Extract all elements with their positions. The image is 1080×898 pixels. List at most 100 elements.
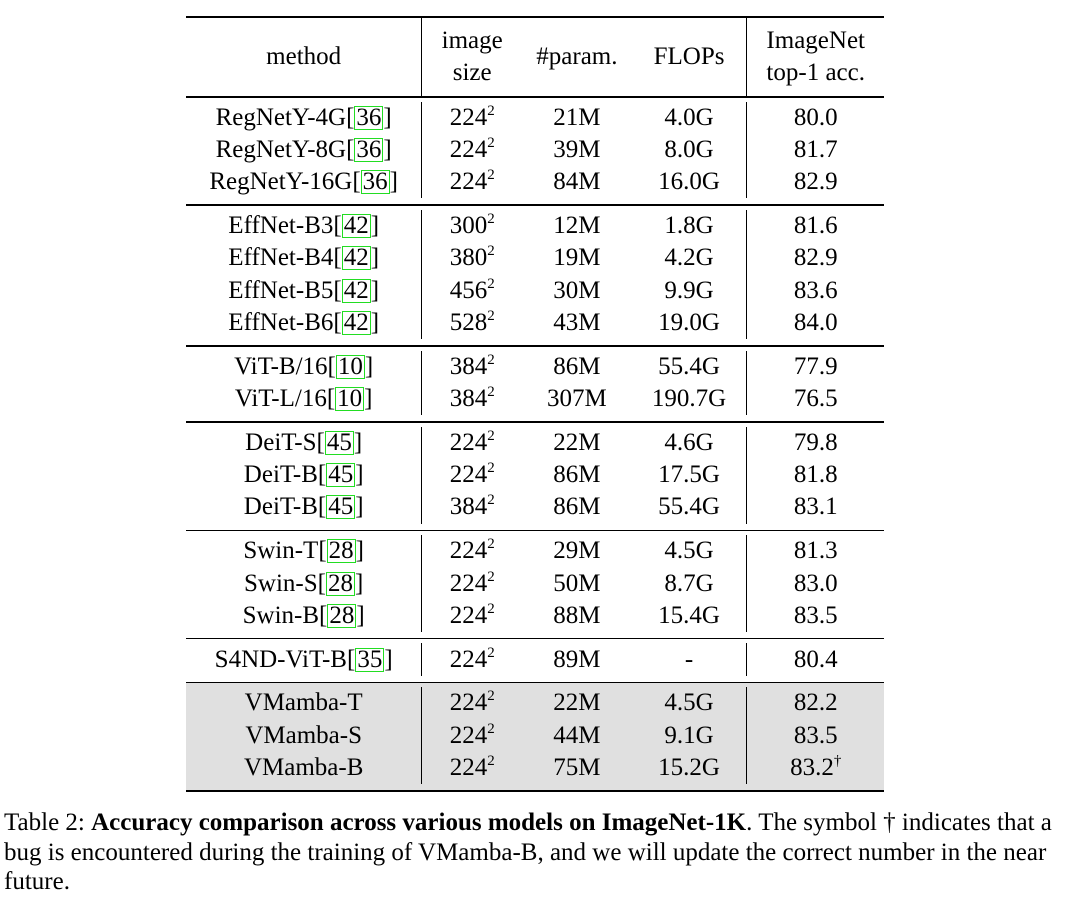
accuracy-value: 81.3 (793, 537, 838, 565)
citation-link[interactable]: 36 (354, 103, 384, 131)
citation-link[interactable]: 36 (354, 135, 384, 163)
method-cell: EffNet-B6 [42] (186, 306, 423, 340)
image-size-exponent: 2 (487, 243, 495, 260)
citation-link[interactable]: 45 (326, 493, 356, 521)
ref-close: ] (355, 461, 364, 489)
header-image-size-line2: size (452, 59, 492, 86)
flops-value: - (684, 645, 694, 673)
image-size-cell: 3802 (422, 243, 522, 273)
table-row: VMamba-B 2242 75M 15.2G 83.2† (186, 751, 884, 785)
flops-value: 4.5G (664, 689, 714, 717)
ref-close: ] (354, 569, 364, 597)
accuracy-value: 83.1 (793, 493, 838, 521)
accuracy-value: 83.6 (793, 276, 838, 304)
method-name: RegNetY-4G (215, 103, 347, 131)
citation-link[interactable]: 10 (335, 385, 365, 413)
image-size-exponent: 2 (487, 275, 495, 292)
image-size-exponent: 2 (487, 102, 495, 119)
ref-open: [ (316, 428, 325, 456)
citation-link[interactable]: 28 (325, 569, 355, 597)
ref-open: [ (333, 212, 342, 240)
params-cell: 30M (553, 276, 601, 304)
citation-link[interactable]: 42 (341, 276, 371, 304)
image-size-value: 224 (449, 461, 488, 489)
citation-link[interactable]: 28 (326, 537, 356, 565)
image-size-cell: 2242 (422, 601, 522, 631)
dagger-mark: † (833, 752, 842, 769)
flops-cell: - (632, 643, 748, 676)
image-size-cell: 5282 (422, 308, 522, 338)
accuracy-cell: 83.6 (747, 276, 884, 306)
method-name: EffNet-B5 (228, 276, 334, 304)
header-flops: FLOPs (632, 18, 748, 96)
citation-link[interactable]: 42 (341, 212, 371, 240)
params-cell: 21M (553, 103, 601, 131)
citation-link[interactable]: 36 (360, 168, 390, 196)
table-row: DeiT-S [45] 2242 22M 4.6G 79.8 (186, 426, 884, 459)
flops-cell: 15.4G (632, 599, 748, 632)
header-accuracy-line1: ImageNet (766, 27, 865, 54)
image-size-value: 380 (449, 244, 488, 272)
citation-link[interactable]: 35 (355, 645, 385, 673)
method-name: ViT-B/16 (234, 352, 328, 380)
method-cell: EffNet-B3 [42] (186, 209, 423, 243)
results-table: method image size #param. FLOPs ImageNet t… (186, 16, 884, 793)
method-cell: DeiT-S [45] (186, 426, 423, 459)
table-row: ViT-L/16 [10] 3842 307M 190.7G 76.5 (186, 382, 884, 416)
ref-open: [ (346, 645, 356, 673)
accuracy-cell: 84.0 (747, 308, 884, 338)
table-row: Swin-B [28] 2242 88M 15.4G 83.5 (186, 599, 884, 632)
ref-open: [ (352, 168, 361, 196)
ref-close: ] (364, 385, 373, 413)
flops-cell: 8.7G (632, 567, 748, 600)
ref-close: ] (383, 135, 392, 163)
method-cell: VMamba-T (186, 687, 423, 720)
params-cell: 19M (553, 244, 601, 272)
image-size-exponent: 2 (487, 492, 495, 509)
citation-link[interactable]: 10 (335, 352, 365, 380)
citation-link[interactable]: 42 (341, 308, 371, 336)
accuracy-value: 80.0 (793, 103, 838, 131)
image-size-value: 224 (449, 135, 488, 163)
accuracy-cell: 83.5 (747, 601, 884, 631)
header-method: method (186, 18, 423, 96)
image-size-exponent: 2 (487, 720, 495, 737)
model-group: EffNet-B3 [42] 3002 12M 1.8G 81.6 EffNet-B4 [… (186, 206, 884, 345)
image-size-exponent: 2 (487, 536, 495, 553)
params-cell: 43M (553, 308, 601, 336)
flops-cell: 17.5G (632, 458, 748, 492)
ref-close: ] (370, 308, 380, 336)
citation-link[interactable]: 45 (324, 428, 354, 456)
accuracy-value: 84.0 (793, 308, 838, 336)
citation-link[interactable]: 28 (327, 601, 357, 629)
ref-close: ] (356, 601, 365, 629)
citation-link[interactable]: 42 (341, 244, 371, 272)
method-cell: ViT-L/16 [10] (186, 382, 423, 416)
image-size-exponent: 2 (487, 600, 495, 617)
method-name: Swin-T (243, 537, 319, 565)
method-cell: Swin-S [28] (186, 567, 423, 600)
citation-link[interactable]: 45 (326, 461, 356, 489)
accuracy-value: 76.5 (793, 385, 838, 413)
method-cell: RegNetY-4G [36] (186, 101, 423, 134)
table-row: VMamba-T 2242 22M 4.5G 82.2 (186, 687, 884, 720)
table-row: RegNetY-16G [36] 2242 84M 16.0G 82.9 (186, 166, 884, 199)
table-row: VMamba-S 2242 44M 9.1G 83.5 (186, 719, 884, 752)
accuracy-value: 80.4 (793, 645, 838, 673)
accuracy-cell: 80.4 (747, 645, 884, 675)
accuracy-value: 83.5 (793, 601, 838, 629)
method-name: Swin-B (242, 601, 320, 629)
params-cell: 84M (553, 168, 601, 196)
flops-value: 4.5G (664, 537, 714, 565)
bottom-rule (186, 790, 884, 793)
method-cell: RegNetY-16G [36] (186, 166, 423, 199)
ref-close: ] (370, 212, 380, 240)
header-flops-label: FLOPs (653, 43, 725, 70)
table-row: EffNet-B3 [42] 3002 12M 1.8G 81.6 (186, 209, 884, 243)
image-size-value: 224 (449, 569, 488, 597)
method-cell: VMamba-S (186, 719, 423, 752)
method-cell: DeiT-B [45] (186, 491, 423, 524)
model-group: DeiT-S [45] 2242 22M 4.6G 79.8 DeiT-B [45] 224… (186, 423, 884, 530)
accuracy-cell: 82.9 (747, 167, 884, 197)
group-rule (186, 345, 884, 347)
